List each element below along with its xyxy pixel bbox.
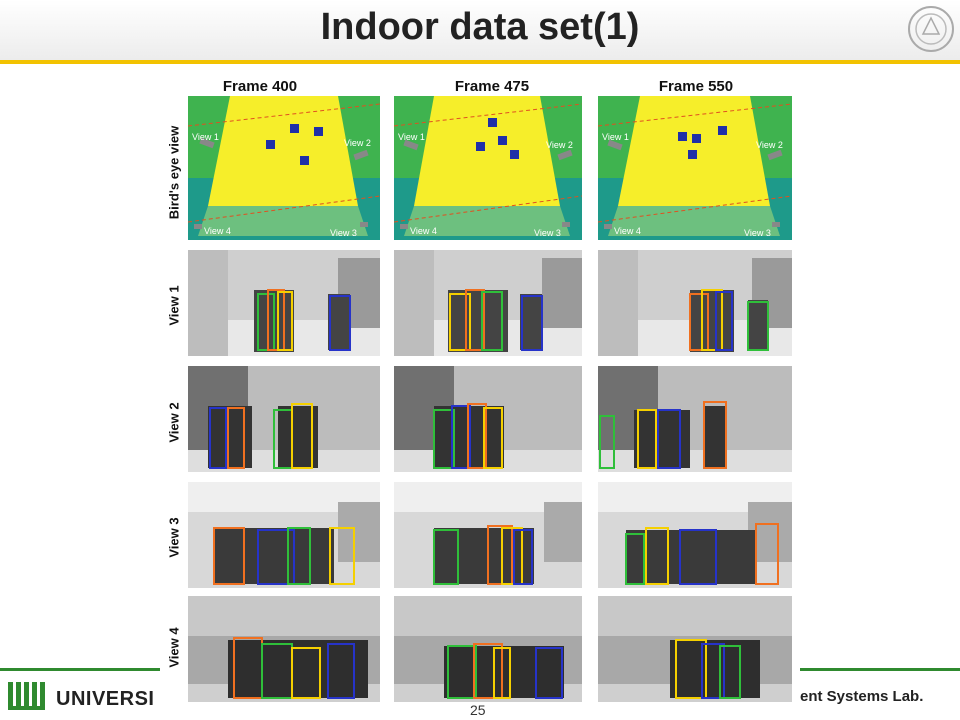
footer-university-name: UNIVERSI: [56, 688, 155, 710]
title-band: [0, 0, 960, 60]
birds-eye-view3-label-550: View 3: [744, 228, 771, 238]
university-logo-icon: [8, 682, 45, 710]
birds-eye-view3-label-475: View 3: [534, 228, 561, 238]
birds-eye-view2-label-475: View 2: [546, 140, 573, 150]
camera-panel-view1-475: [394, 250, 582, 356]
camera-panel-view2-550: [598, 366, 792, 472]
frame-label-550: Frame 550: [658, 78, 734, 95]
camera-panel-view3-550: [598, 482, 792, 588]
camera-panel-view4-400: [188, 596, 380, 702]
birds-eye-panel-550: View 1 View 2 View 3 View 4: [598, 96, 792, 240]
birds-eye-view1-label-475: View 1: [398, 132, 425, 142]
birds-eye-view4-label-400: View 4: [204, 226, 231, 236]
birds-eye-panel-400: View 1 View 2 View 3 View 4: [188, 96, 380, 240]
row-label-view1: View 1: [166, 285, 182, 326]
camera-panel-view3-400: [188, 482, 380, 588]
footer-lab-name: ent Systems Lab.: [800, 688, 924, 705]
camera-panel-view1-400: [188, 250, 380, 356]
birds-eye-view2-label-550: View 2: [756, 140, 783, 150]
row-label-view4: View 4: [166, 627, 182, 668]
camera-panel-view2-475: [394, 366, 582, 472]
page-number: 25: [470, 702, 486, 718]
row-label-view3: View 3: [166, 517, 182, 558]
birds-eye-view2-label-400: View 2: [344, 138, 371, 148]
birds-eye-view1-label-550: View 1: [602, 132, 629, 142]
birds-eye-view1-label-400: View 1: [192, 132, 219, 142]
camera-panel-view3-475: [394, 482, 582, 588]
tracking-figure: Frame 400 Frame 475 Frame 550 Bird's eye…: [160, 70, 800, 710]
frame-label-400: Frame 400: [222, 78, 298, 95]
birds-eye-view4-label-475: View 4: [410, 226, 437, 236]
footer-rule-right: [800, 668, 960, 671]
title-rule: [0, 60, 960, 64]
birds-eye-view3-label-400: View 3: [330, 228, 357, 238]
camera-panel-view4-550: [598, 596, 792, 702]
university-seal-icon: [908, 6, 954, 52]
birds-eye-view4-label-550: View 4: [614, 226, 641, 236]
camera-panel-view2-400: [188, 366, 380, 472]
footer-rule-left: [0, 668, 160, 671]
camera-panel-view4-475: [394, 596, 582, 702]
camera-panel-view1-550: [598, 250, 792, 356]
row-label-birds-eye: Bird's eye view: [166, 125, 182, 220]
slide-title: Indoor data set(1): [320, 6, 640, 48]
birds-eye-panel-475: View 1 View 2 View 3 View 4: [394, 96, 582, 240]
frame-label-475: Frame 475: [454, 78, 530, 95]
row-label-view2: View 2: [166, 402, 182, 443]
